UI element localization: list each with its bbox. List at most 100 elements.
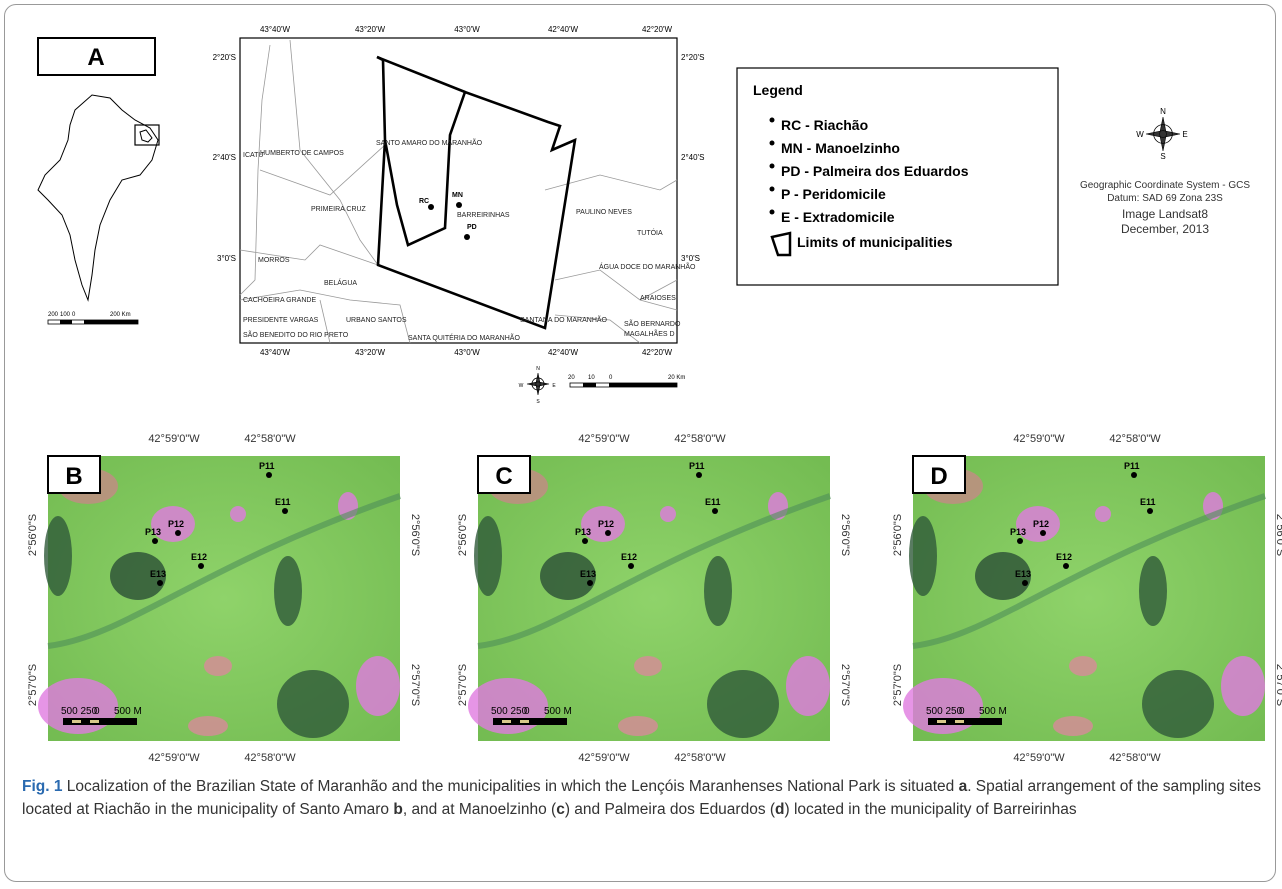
land-cover — [707, 670, 779, 738]
lon-label: 43°40'W — [260, 25, 291, 34]
place-name: HUMBERTO DE CAMPOS — [260, 150, 344, 157]
map-info: Image Landsat8 — [1122, 207, 1208, 221]
lon-label: 43°20'W — [355, 348, 386, 357]
site-point — [605, 530, 611, 536]
lat-label: 2°40'S — [681, 153, 704, 162]
site-label: E13 — [580, 569, 596, 579]
place-name: SÃO BENEDITO DO RIO PRETO — [243, 330, 349, 339]
land-cover — [1053, 716, 1093, 736]
place-name: CACHOEIRA GRANDE — [243, 297, 316, 304]
map-info: Geographic Coordinate System - GCS — [1080, 180, 1250, 191]
legend-item: Limits of municipalities — [797, 234, 953, 250]
scale-bar — [520, 720, 529, 723]
map-info: Datum: SAD 69 Zona 23S — [1107, 193, 1223, 204]
lat-label: 2°57'0"S — [457, 664, 469, 706]
lat-label: 2°56'0"S — [409, 514, 421, 556]
scale-label: 500 M — [544, 706, 572, 717]
scale-label: 500 M — [979, 706, 1007, 717]
scale-label: 200 Km — [110, 312, 131, 318]
land-cover — [660, 506, 676, 522]
site-label: P11 — [689, 461, 705, 471]
place-name: SANTANA DO MARANHÃO — [520, 315, 608, 324]
scale-label: 20 Km — [668, 375, 685, 381]
land-cover — [274, 556, 302, 626]
site-label: RC — [419, 198, 429, 205]
site-point — [587, 580, 593, 586]
scale-label: 200 — [48, 312, 59, 318]
site-label: PD — [467, 224, 477, 231]
site-label: E11 — [705, 497, 721, 507]
scale-bar — [493, 718, 567, 725]
site-point — [582, 538, 588, 544]
lon-label: 42°20'W — [642, 25, 673, 34]
site-label: E13 — [1015, 569, 1031, 579]
land-cover — [1139, 556, 1167, 626]
site-label: E12 — [1056, 552, 1072, 562]
place-name: ICATU — [243, 152, 263, 159]
place-name: MORROS — [258, 257, 290, 264]
land-cover — [786, 656, 830, 716]
lon-label: 42°58'0"W — [674, 752, 726, 764]
lat-label: 2°20'S — [213, 53, 236, 62]
map-scale-bar — [569, 382, 678, 388]
panel-label: C — [495, 463, 512, 490]
legend-outline-icon — [770, 231, 792, 257]
lon-label: 42°20'W — [642, 348, 673, 357]
legend-dot — [769, 140, 775, 146]
place-name: SANTA QUITÉRIA DO MARANHÃO — [408, 333, 520, 342]
scale-label: 0 — [609, 375, 613, 381]
municipal-lines — [239, 39, 678, 344]
scale-bar — [502, 720, 511, 723]
scale-label: 500 M — [114, 706, 142, 717]
site-point — [1040, 530, 1046, 536]
site-point — [175, 530, 181, 536]
compass-letter: W — [1136, 130, 1144, 139]
caption-segment: Localization of the Brazilian State of M… — [62, 778, 959, 795]
site-point — [712, 508, 718, 514]
land-cover — [1016, 506, 1060, 542]
river — [47, 493, 401, 649]
lon-label: 42°59'0"W — [148, 752, 200, 764]
land-cover — [1221, 656, 1265, 716]
lat-label: 2°56'0"S — [892, 514, 904, 556]
river — [912, 493, 1266, 649]
site-label: P11 — [259, 461, 275, 471]
site-point — [1063, 563, 1069, 569]
caption-segment: d — [775, 801, 785, 818]
lon-label: 43°0'W — [454, 348, 480, 357]
place-name: URBANO SANTOS — [346, 317, 407, 324]
land-cover — [1095, 506, 1111, 522]
site-point — [696, 472, 702, 478]
lon-label: 43°20'W — [355, 25, 386, 34]
site-label: P13 — [145, 527, 161, 537]
caption-segment: ) located in the municipality of Barreir… — [784, 801, 1077, 818]
compass-letter: N — [1160, 107, 1166, 116]
legend-item: P - Peridomicile — [781, 186, 886, 202]
figure-frame — [4, 4, 1276, 882]
compass-letter: S — [536, 399, 540, 405]
place-name: PRESIDENTE VARGAS — [243, 317, 319, 324]
scale-label: 500 250 — [61, 706, 98, 717]
legend-item: E - Extradomicile — [781, 209, 895, 225]
coast — [376, 55, 466, 94]
site-point — [282, 508, 288, 514]
lon-label: 42°40'W — [548, 25, 579, 34]
site-label: E12 — [621, 552, 637, 562]
lat-label: 2°56'0"S — [839, 514, 851, 556]
land-cover — [909, 516, 937, 596]
site-point — [157, 580, 163, 586]
caption-segment: ) and Palmeira dos Eduardos ( — [564, 801, 776, 818]
legend-dot — [769, 186, 775, 192]
land-cover — [581, 506, 625, 542]
lat-label: 3°0'S — [217, 254, 236, 263]
scale-label: 0 — [72, 312, 76, 318]
scale-label: 100 — [60, 312, 71, 318]
panel-label: D — [930, 463, 947, 490]
site-label: MN — [452, 192, 463, 199]
scale-bar — [928, 718, 1002, 725]
lat-label: 2°57'0"S — [1274, 664, 1282, 706]
figure: A 200 100 0 200 Km43°40'W43°40'W43°20'W43°2… — [27, 25, 1282, 764]
